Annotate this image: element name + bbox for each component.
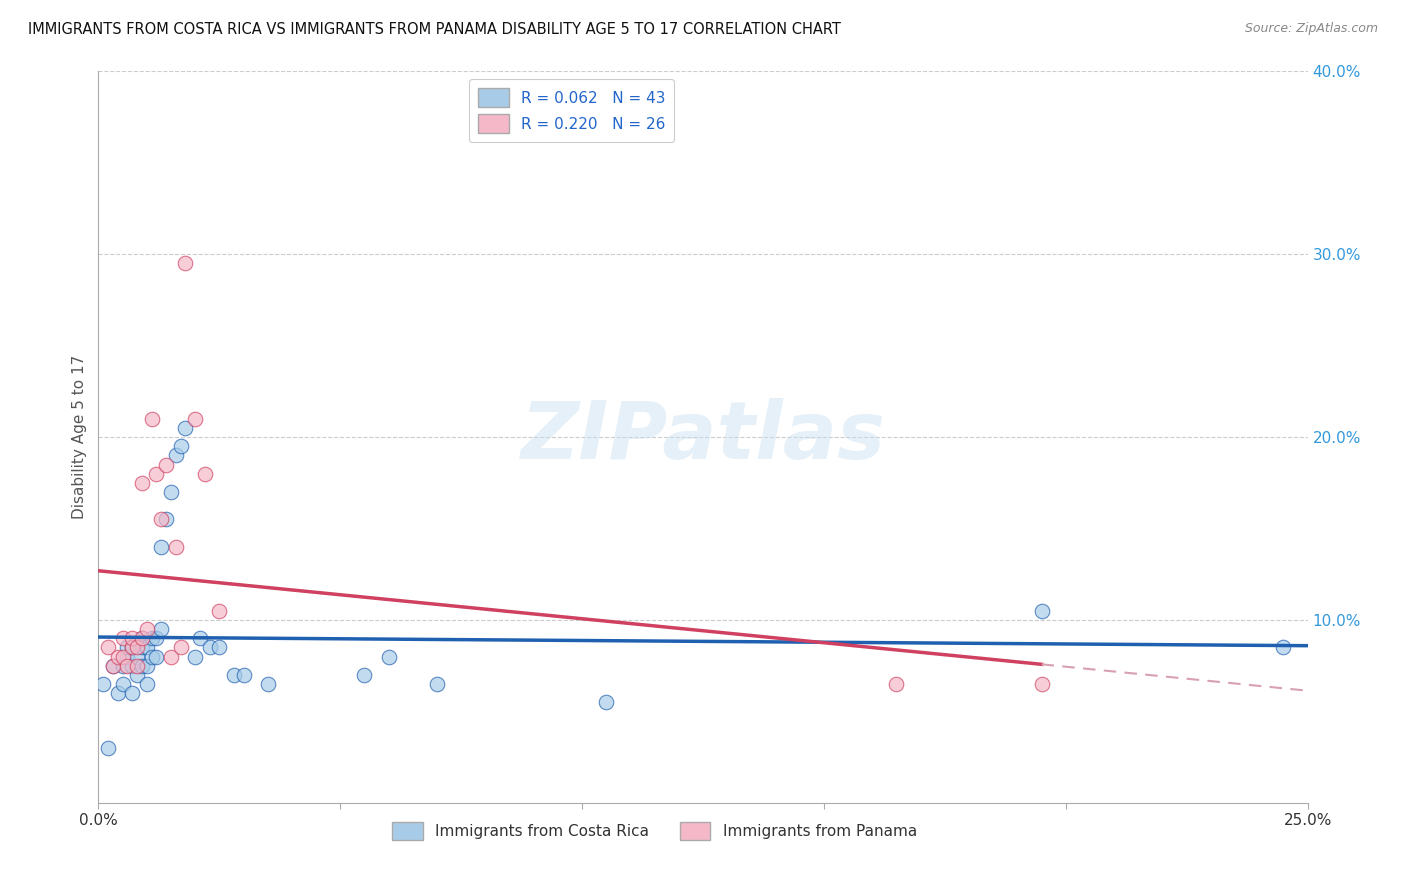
Point bbox=[135, 622, 157, 636]
Y-axis label: Disability Age 5 to 17: Disability Age 5 to 17 bbox=[72, 355, 87, 519]
Point bbox=[111, 632, 134, 646]
Point bbox=[1031, 604, 1053, 618]
Point bbox=[117, 649, 139, 664]
Point bbox=[111, 677, 134, 691]
Point bbox=[107, 649, 129, 664]
Point bbox=[256, 677, 278, 691]
Point bbox=[1272, 640, 1295, 655]
Point bbox=[141, 412, 163, 426]
Point bbox=[150, 540, 173, 554]
Point bbox=[145, 649, 167, 664]
Point bbox=[169, 439, 191, 453]
Point bbox=[127, 640, 149, 655]
Point bbox=[101, 658, 124, 673]
Point bbox=[121, 658, 143, 673]
Point bbox=[131, 640, 153, 655]
Point bbox=[97, 640, 120, 655]
Point bbox=[353, 667, 375, 681]
Point bbox=[165, 448, 187, 462]
Point bbox=[232, 667, 254, 681]
Point bbox=[117, 658, 139, 673]
Point bbox=[150, 512, 173, 526]
Point bbox=[208, 640, 231, 655]
Point bbox=[131, 658, 153, 673]
Point bbox=[111, 658, 134, 673]
Point bbox=[101, 658, 124, 673]
Legend: Immigrants from Costa Rica, Immigrants from Panama: Immigrants from Costa Rica, Immigrants f… bbox=[387, 815, 922, 847]
Point bbox=[155, 512, 177, 526]
Point bbox=[91, 677, 114, 691]
Point bbox=[121, 686, 143, 700]
Point bbox=[208, 604, 231, 618]
Point bbox=[155, 458, 177, 472]
Point bbox=[117, 640, 139, 655]
Point bbox=[141, 649, 163, 664]
Point bbox=[377, 649, 399, 664]
Point bbox=[169, 640, 191, 655]
Point bbox=[107, 686, 129, 700]
Point bbox=[426, 677, 449, 691]
Point bbox=[127, 667, 149, 681]
Point bbox=[160, 485, 183, 500]
Point bbox=[131, 632, 153, 646]
Point bbox=[165, 540, 187, 554]
Text: ZIPatlas: ZIPatlas bbox=[520, 398, 886, 476]
Point bbox=[135, 677, 157, 691]
Point bbox=[145, 632, 167, 646]
Point bbox=[174, 256, 197, 270]
Point bbox=[194, 467, 217, 481]
Point bbox=[135, 640, 157, 655]
Point bbox=[135, 658, 157, 673]
Text: Source: ZipAtlas.com: Source: ZipAtlas.com bbox=[1244, 22, 1378, 36]
Point bbox=[145, 467, 167, 481]
Point bbox=[121, 640, 143, 655]
Point bbox=[141, 632, 163, 646]
Point bbox=[886, 677, 908, 691]
Point bbox=[184, 412, 207, 426]
Point bbox=[174, 421, 197, 435]
Point bbox=[131, 475, 153, 490]
Point bbox=[150, 622, 173, 636]
Point bbox=[127, 658, 149, 673]
Point bbox=[188, 632, 211, 646]
Point bbox=[198, 640, 221, 655]
Text: IMMIGRANTS FROM COSTA RICA VS IMMIGRANTS FROM PANAMA DISABILITY AGE 5 TO 17 CORR: IMMIGRANTS FROM COSTA RICA VS IMMIGRANTS… bbox=[28, 22, 841, 37]
Point bbox=[121, 640, 143, 655]
Point bbox=[111, 649, 134, 664]
Point bbox=[97, 740, 120, 755]
Point bbox=[160, 649, 183, 664]
Point bbox=[121, 632, 143, 646]
Point bbox=[131, 632, 153, 646]
Point bbox=[222, 667, 245, 681]
Point bbox=[1031, 677, 1053, 691]
Point bbox=[595, 695, 617, 709]
Point bbox=[127, 649, 149, 664]
Point bbox=[184, 649, 207, 664]
